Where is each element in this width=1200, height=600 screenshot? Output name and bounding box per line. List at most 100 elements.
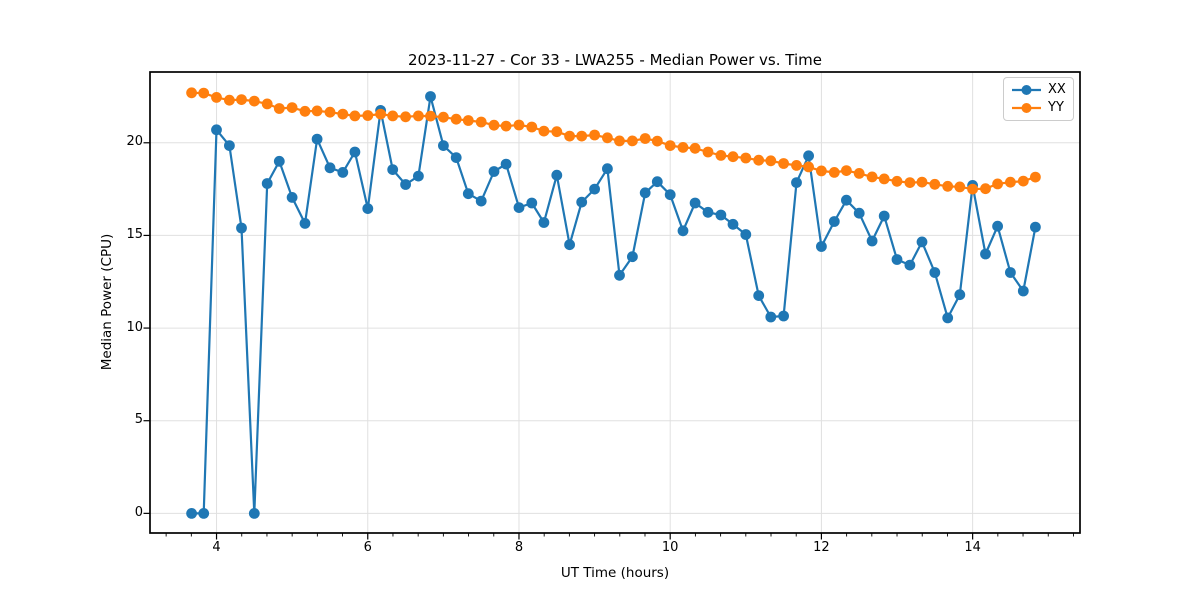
x-axis-label: UT Time (hours) xyxy=(560,565,670,581)
data-point-xx xyxy=(475,195,487,207)
legend-item-yy: YY xyxy=(1011,101,1066,114)
legend-label-yy: YY xyxy=(1048,100,1064,115)
data-point-xx xyxy=(1030,221,1041,233)
data-point-xx xyxy=(727,218,739,230)
data-point-yy xyxy=(526,121,538,133)
data-point-xx xyxy=(954,289,966,301)
data-point-yy xyxy=(929,178,941,190)
xx-line-marker-icon xyxy=(1012,84,1041,95)
data-point-xx xyxy=(589,183,600,195)
data-point-yy xyxy=(891,175,903,187)
data-point-xx xyxy=(664,189,676,201)
data-point-yy xyxy=(362,110,374,121)
data-point-yy xyxy=(740,152,752,164)
data-point-xx xyxy=(538,217,550,228)
data-point-yy xyxy=(186,87,198,99)
data-point-yy xyxy=(349,110,361,122)
yy-line-marker-icon xyxy=(1012,102,1041,113)
data-point-xx xyxy=(677,225,689,237)
data-point-xx xyxy=(425,91,436,102)
data-point-yy xyxy=(261,98,273,110)
data-point-xx xyxy=(753,290,765,301)
data-point-yy xyxy=(954,181,966,193)
data-point-xx xyxy=(602,163,613,175)
data-point-yy xyxy=(400,111,411,123)
data-point-xx xyxy=(816,241,827,252)
data-point-xx xyxy=(500,158,512,170)
data-point-xx xyxy=(413,170,424,182)
data-point-yy xyxy=(1005,176,1016,188)
axes-frame xyxy=(149,71,1081,534)
data-point-xx xyxy=(689,197,701,209)
data-point-yy xyxy=(513,119,525,131)
data-point-yy xyxy=(980,183,991,195)
data-point-yy xyxy=(324,106,336,118)
data-point-xx xyxy=(929,267,941,278)
data-point-yy xyxy=(248,95,260,107)
data-point-yy xyxy=(702,146,714,158)
data-point-xx xyxy=(186,508,198,519)
data-point-xx xyxy=(803,150,814,162)
data-point-yy xyxy=(1030,171,1041,183)
data-point-xx xyxy=(450,152,462,164)
data-point-yy xyxy=(841,165,852,177)
data-point-yy xyxy=(299,105,311,117)
data-point-yy xyxy=(664,140,676,152)
data-point-yy xyxy=(791,160,802,171)
data-point-yy xyxy=(614,135,625,147)
data-point-xx xyxy=(324,162,336,174)
data-point-xx xyxy=(627,251,638,263)
data-point-yy xyxy=(853,168,865,179)
data-point-xx xyxy=(273,155,285,167)
y-tick-label: 0 xyxy=(134,504,143,520)
data-point-yy xyxy=(627,135,638,147)
data-point-xx xyxy=(614,269,625,281)
data-point-yy xyxy=(337,108,349,120)
data-point-yy xyxy=(967,183,978,195)
data-point-yy xyxy=(715,150,727,161)
data-point-yy xyxy=(866,171,878,183)
data-point-xx xyxy=(891,254,903,265)
data-point-xx xyxy=(1005,267,1016,278)
data-point-yy xyxy=(878,173,890,185)
data-point-yy xyxy=(677,142,689,153)
data-point-xx xyxy=(488,166,500,177)
data-point-yy xyxy=(462,115,474,126)
legend-item-xx: XX xyxy=(1011,83,1066,96)
data-point-yy xyxy=(538,125,550,137)
data-point-yy xyxy=(753,154,765,166)
data-point-xx xyxy=(702,206,714,218)
data-point-xx xyxy=(980,248,991,260)
data-point-xx xyxy=(286,192,298,203)
data-point-yy xyxy=(576,130,588,142)
x-tick-label: 14 xyxy=(964,540,981,555)
data-point-yy xyxy=(286,102,298,113)
data-point-xx xyxy=(564,239,575,251)
data-point-xx xyxy=(211,124,222,136)
data-point-xx xyxy=(904,259,916,271)
data-point-yy xyxy=(488,119,500,131)
data-point-yy xyxy=(413,110,424,122)
data-point-xx xyxy=(311,133,323,145)
data-point-xx xyxy=(992,220,1003,232)
data-point-xx xyxy=(400,179,411,190)
data-point-xx xyxy=(639,187,651,199)
data-point-xx xyxy=(942,312,954,324)
y-tick-label: 10 xyxy=(126,319,143,335)
data-point-xx xyxy=(349,146,361,158)
x-tick-label: 8 xyxy=(514,540,524,555)
data-point-yy xyxy=(778,158,789,169)
data-point-xx xyxy=(765,311,777,323)
data-point-yy xyxy=(816,165,827,177)
data-point-xx xyxy=(387,164,399,176)
data-point-yy xyxy=(224,94,235,106)
data-point-yy xyxy=(602,132,613,144)
x-tick-label: 4 xyxy=(212,540,221,555)
data-point-yy xyxy=(500,120,512,132)
data-point-yy xyxy=(475,116,487,128)
data-point-yy xyxy=(450,113,462,125)
x-tick-label: 6 xyxy=(363,540,372,555)
data-point-xx xyxy=(236,222,247,234)
